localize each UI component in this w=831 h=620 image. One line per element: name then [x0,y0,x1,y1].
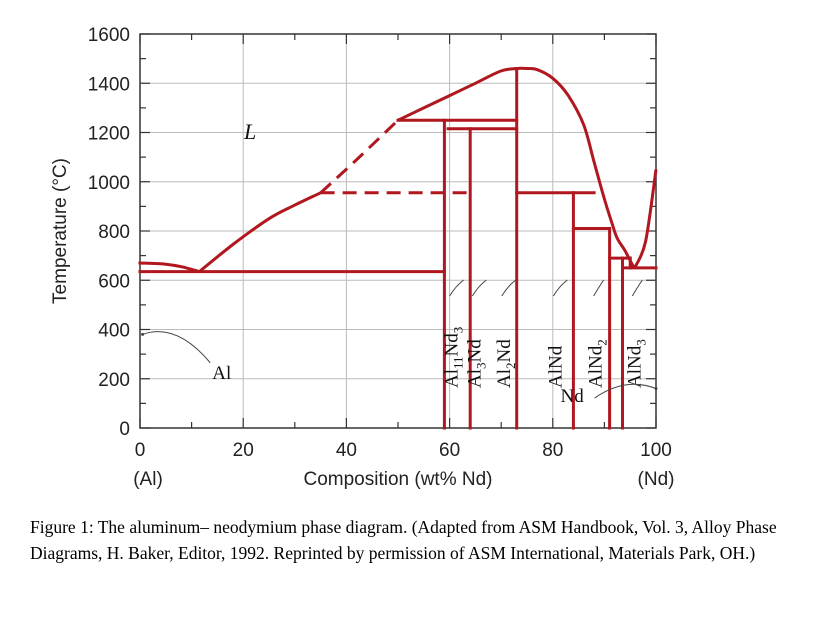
x-tick-label: 0 [135,440,146,461]
phase-label-AlNd: AlNd [545,345,566,388]
y-tick-label: 1200 [88,124,130,145]
phase-label-leader [552,279,568,297]
x-tick-label: 60 [439,440,460,461]
y-tick-label: 1600 [88,25,130,46]
y-tick-label: 1000 [88,173,130,194]
x-tick-label: 20 [233,440,254,461]
phase-label-leader [471,279,487,297]
phase-label-leader [449,279,464,297]
x-tick-label: 40 [336,440,357,461]
liquidus-curve [139,261,200,274]
x-tick-label: 80 [542,440,563,461]
y-tick-label: 800 [98,222,130,243]
x-axis-title: Composition (wt% Nd) [304,469,493,490]
y-tick-label: 200 [98,370,130,391]
liquid-region-label: L [243,119,256,144]
liquidus-curve [198,191,322,273]
y-tick-label: 600 [98,271,130,292]
phase-label-AlNd2: AlNd2 [586,339,610,388]
y-tick-label: 1400 [88,74,130,95]
x-end-label-left: (Al) [133,469,163,490]
phase-label-leader [631,279,643,297]
annotation-leader [142,331,211,364]
annotation-leader-tip [654,387,658,391]
x-end-label-right: (Nd) [638,469,675,490]
liquidus-curve [397,66,636,269]
x-tick-label: 100 [640,440,672,461]
y-tick-label: 400 [98,321,130,342]
phase-label-Al2Nd: Al2Nd [494,339,518,388]
phase-label-Al11Nd3: Al11Nd3 [442,327,466,388]
annotation-Nd: Nd [561,386,585,407]
annotation-leader-tip [141,332,145,336]
phase-label-AlNd3: AlNd3 [624,339,648,388]
phase-label-leader [501,279,517,297]
phase-label-Al3Nd: Al3Nd [464,339,488,388]
liquidus-curve [633,169,658,268]
annotation-Al: Al [212,363,231,384]
y-axis-title: Temperature (°C) [50,158,71,304]
phase-label-leader [593,279,605,297]
annotation-leader [594,383,657,399]
phase-diagram-figure: 0 20 40 60 80 1000200400600800100012001400160… [50,25,675,490]
figure-caption: Figure 1: The aluminum– neodymium phase … [30,517,777,563]
liquidus-curve-dashed [319,119,400,194]
y-tick-label: 0 [119,419,130,440]
